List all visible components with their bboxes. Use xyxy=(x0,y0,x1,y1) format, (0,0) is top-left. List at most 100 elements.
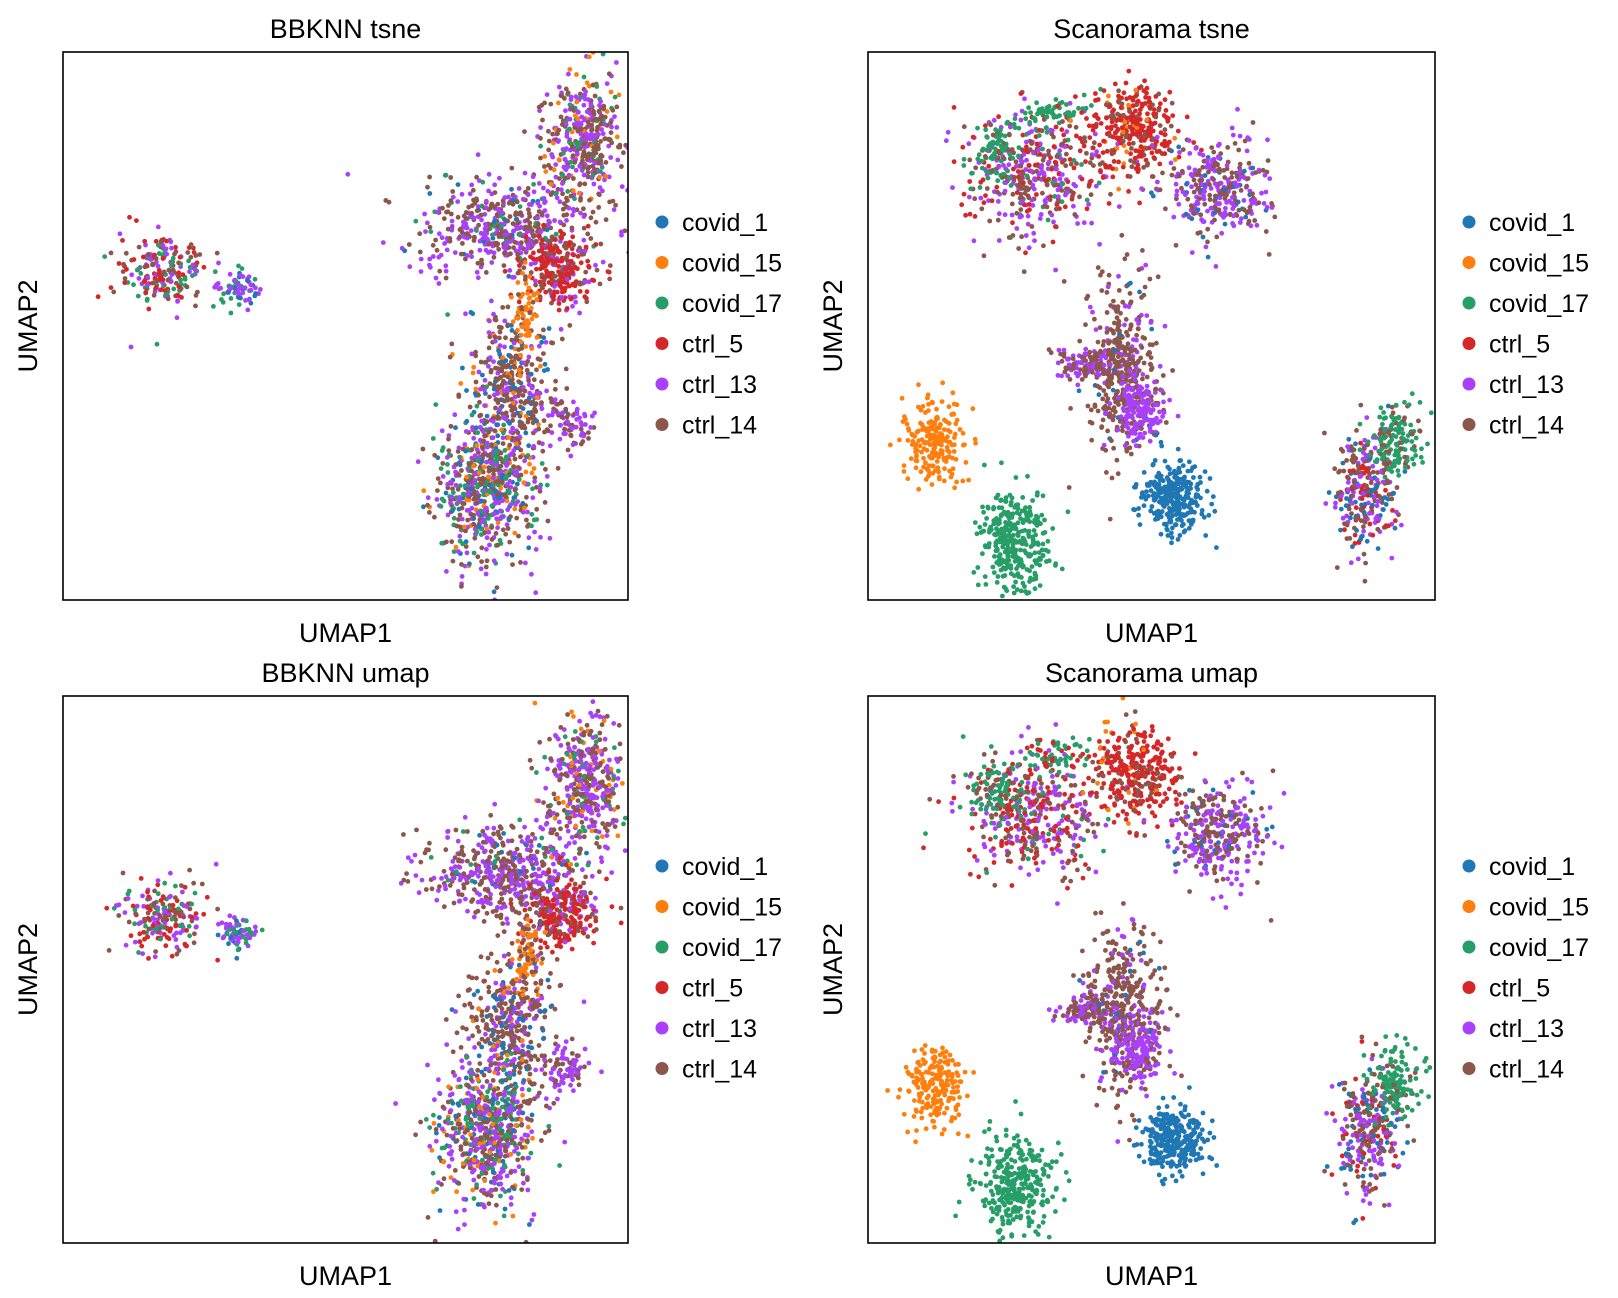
data-point-ctrl_14 xyxy=(565,447,571,453)
data-point-covid_1 xyxy=(427,191,433,196)
data-point-ctrl_14 xyxy=(121,261,126,267)
data-point-ctrl_14 xyxy=(463,544,469,549)
data-point-covid_1 xyxy=(1195,207,1201,213)
data-point-ctrl_14 xyxy=(1105,378,1111,383)
data-point-ctrl_13 xyxy=(1053,267,1058,273)
data-point-ctrl_14 xyxy=(1041,243,1046,249)
data-point-covid_15 xyxy=(972,436,978,442)
data-point-ctrl_14 xyxy=(1127,109,1132,114)
data-point-ctrl_14 xyxy=(514,335,519,340)
data-point-ctrl_13 xyxy=(117,231,123,237)
legend-label: covid_1 xyxy=(682,209,768,237)
data-point-covid_15 xyxy=(464,497,469,503)
data-point-ctrl_13 xyxy=(1265,137,1270,143)
data-point-covid_15 xyxy=(1120,129,1126,135)
data-point-ctrl_13 xyxy=(559,295,565,300)
data-point-ctrl_14 xyxy=(1134,332,1139,338)
data-point-ctrl_14 xyxy=(1007,132,1012,138)
data-point-ctrl_14 xyxy=(1018,191,1024,197)
data-point-ctrl_14 xyxy=(1130,140,1136,146)
data-point-ctrl_14 xyxy=(1191,211,1197,217)
data-point-ctrl_14 xyxy=(1087,349,1093,355)
data-point-ctrl_13 xyxy=(475,204,481,209)
data-point-ctrl_13 xyxy=(1168,160,1174,166)
data-point-ctrl_13 xyxy=(1129,385,1135,391)
data-point-ctrl_14 xyxy=(1176,173,1182,179)
data-point-ctrl_13 xyxy=(1090,309,1095,315)
data-point-ctrl_14 xyxy=(1073,124,1079,130)
data-point-covid_15 xyxy=(1114,145,1120,151)
data-point-ctrl_14 xyxy=(1266,252,1272,257)
data-point-ctrl_5 xyxy=(1135,98,1141,104)
data-point-ctrl_14 xyxy=(608,120,613,126)
data-point-ctrl_13 xyxy=(498,209,504,215)
data-point-ctrl_13 xyxy=(1025,221,1031,227)
data-point-ctrl_13 xyxy=(1064,129,1070,135)
data-point-covid_17 xyxy=(961,163,967,168)
data-point-covid_15 xyxy=(947,468,952,474)
data-point-covid_15 xyxy=(464,474,469,480)
data-point-ctrl_14 xyxy=(510,418,515,423)
data-point-ctrl_5 xyxy=(1111,107,1116,113)
data-point-ctrl_14 xyxy=(1119,101,1125,107)
data-point-covid_1 xyxy=(492,219,497,224)
data-point-ctrl_13 xyxy=(557,436,563,442)
data-point-ctrl_13 xyxy=(464,550,470,556)
data-point-ctrl_13 xyxy=(600,259,606,265)
x-axis-label: UMAP1 xyxy=(299,618,392,648)
data-point-covid_1 xyxy=(523,430,529,436)
data-point-ctrl_14 xyxy=(185,250,191,255)
data-point-covid_15 xyxy=(526,333,532,338)
data-point-ctrl_14 xyxy=(193,303,198,309)
data-point-covid_17 xyxy=(984,169,989,175)
data-point-ctrl_14 xyxy=(1232,141,1238,146)
data-point-ctrl_13 xyxy=(1155,402,1161,408)
data-point-ctrl_14 xyxy=(188,254,194,260)
data-point-covid_17 xyxy=(501,430,506,436)
data-point-ctrl_14 xyxy=(1154,340,1159,346)
data-point-covid_17 xyxy=(990,564,996,570)
data-point-covid_17 xyxy=(517,204,523,210)
data-point-ctrl_14 xyxy=(1156,107,1162,113)
data-point-ctrl_5 xyxy=(1121,90,1127,96)
data-point-ctrl_13 xyxy=(1193,145,1199,151)
data-point-ctrl_14 xyxy=(500,305,506,310)
data-point-ctrl_13 xyxy=(578,131,584,137)
data-point-ctrl_14 xyxy=(539,272,545,278)
data-point-ctrl_5 xyxy=(1113,123,1118,129)
data-point-covid_15 xyxy=(614,134,620,140)
data-point-ctrl_14 xyxy=(519,420,525,426)
data-point-covid_17 xyxy=(995,574,1001,579)
data-point-covid_17 xyxy=(998,567,1004,573)
scatter-points xyxy=(888,68,1434,599)
data-point-ctrl_14 xyxy=(494,397,500,403)
data-point-ctrl_14 xyxy=(1148,355,1154,360)
data-point-covid_15 xyxy=(952,431,958,437)
data-point-ctrl_5 xyxy=(134,218,139,224)
data-point-ctrl_14 xyxy=(499,382,505,388)
data-point-ctrl_14 xyxy=(1147,342,1153,347)
data-point-ctrl_14 xyxy=(1260,167,1266,173)
data-point-ctrl_14 xyxy=(480,452,486,458)
data-point-covid_15 xyxy=(1124,149,1130,155)
data-point-ctrl_14 xyxy=(449,341,455,347)
data-point-ctrl_13 xyxy=(495,227,500,233)
data-point-ctrl_13 xyxy=(482,507,488,513)
data-point-ctrl_13 xyxy=(1177,150,1182,155)
data-point-covid_17 xyxy=(530,486,535,492)
data-point-ctrl_14 xyxy=(525,524,530,529)
data-point-ctrl_13 xyxy=(1058,156,1063,162)
data-point-ctrl_13 xyxy=(541,196,547,201)
data-point-covid_17 xyxy=(1044,114,1050,120)
data-point-ctrl_13 xyxy=(544,388,549,394)
data-point-ctrl_14 xyxy=(1207,197,1213,202)
data-point-ctrl_13 xyxy=(578,122,583,128)
data-point-ctrl_13 xyxy=(1155,179,1160,185)
data-point-covid_17 xyxy=(1051,114,1057,120)
data-point-ctrl_13 xyxy=(562,156,568,162)
data-point-covid_1 xyxy=(1137,289,1142,295)
data-point-ctrl_13 xyxy=(1140,400,1145,406)
data-point-ctrl_14 xyxy=(493,405,498,411)
data-point-covid_17 xyxy=(1037,562,1043,568)
data-point-ctrl_13 xyxy=(1218,180,1224,186)
